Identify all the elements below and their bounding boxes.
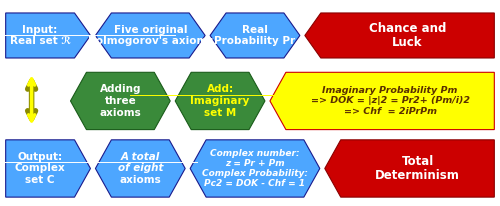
Text: axioms: axioms: [120, 175, 161, 185]
Text: Add:: Add:: [206, 84, 234, 94]
Polygon shape: [96, 140, 185, 197]
Text: Probability Pr: Probability Pr: [214, 36, 296, 46]
Text: Complex Probability:: Complex Probability:: [202, 169, 308, 178]
Text: three: three: [104, 96, 136, 106]
Text: Total: Total: [402, 155, 434, 168]
Text: of eight: of eight: [118, 164, 163, 173]
Text: Luck: Luck: [392, 36, 423, 49]
Text: Five original: Five original: [114, 25, 187, 35]
Text: Kolmogorov's axioms: Kolmogorov's axioms: [88, 36, 213, 46]
Text: set M: set M: [204, 108, 236, 118]
Polygon shape: [325, 140, 494, 197]
Text: Pc2 = DOK - Chf = 1: Pc2 = DOK - Chf = 1: [204, 179, 306, 188]
Polygon shape: [175, 72, 265, 130]
Polygon shape: [305, 13, 494, 58]
Text: axioms: axioms: [100, 108, 141, 118]
Text: => DOK = |z|2 = Pr2+ (Pm/i)2: => DOK = |z|2 = Pr2+ (Pm/i)2: [310, 96, 470, 105]
Polygon shape: [210, 13, 300, 58]
Polygon shape: [6, 140, 90, 197]
Text: z = Pr + Pm: z = Pr + Pm: [225, 159, 285, 168]
Text: set C: set C: [26, 175, 55, 185]
Text: Chance and: Chance and: [369, 22, 446, 35]
Text: A total: A total: [120, 152, 160, 162]
Polygon shape: [270, 72, 494, 130]
Text: Determinism: Determinism: [375, 169, 460, 182]
Text: Complex: Complex: [14, 164, 66, 173]
Text: Real: Real: [242, 25, 268, 35]
Polygon shape: [190, 140, 320, 197]
Polygon shape: [96, 13, 205, 58]
Text: Imaginary Probability Pm: Imaginary Probability Pm: [322, 86, 458, 95]
Text: Complex number:: Complex number:: [210, 149, 300, 158]
Text: Imaginary: Imaginary: [190, 96, 250, 106]
Text: Real set ℛ: Real set ℛ: [10, 36, 70, 46]
Text: => Chf  = 2iPrPm: => Chf = 2iPrPm: [344, 107, 436, 116]
Polygon shape: [70, 72, 170, 130]
Text: Adding: Adding: [100, 84, 141, 94]
Polygon shape: [6, 13, 90, 58]
Text: Input:: Input:: [22, 25, 58, 35]
Text: Output:: Output:: [18, 152, 62, 162]
